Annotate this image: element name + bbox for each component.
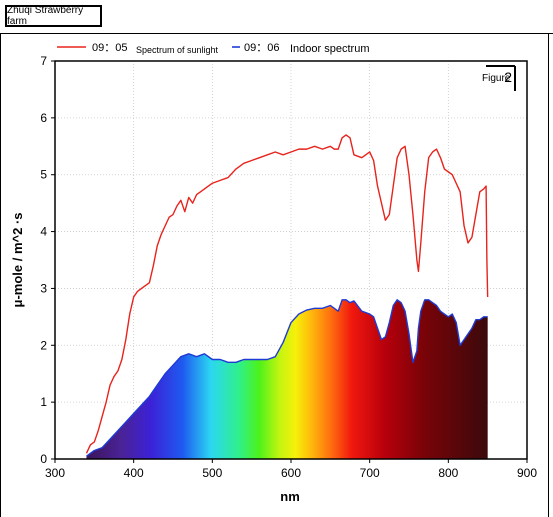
x-axis-title: nm [280,489,300,504]
frame-right-line [548,33,549,517]
y-axis-title: μ-mole / m^2 ·s [10,212,25,307]
indoor-spectrum-fill [86,299,488,459]
x-tick-label: 700 [360,466,380,480]
y-tick-label: 6 [40,111,47,125]
y-tick-label: 7 [40,54,47,68]
y-tick-label: 0 [40,452,47,466]
frame-top-line [0,33,553,34]
y-tick-label: 4 [40,225,47,239]
y-tick-label: 2 [40,338,47,352]
figure-label: Figure 2 [482,65,516,91]
grid-lines [55,61,527,459]
y-tick-label: 5 [40,168,47,182]
figure-label-number: 2 [504,69,512,85]
legend: 09：05 Spectrum of sunlight 09：06 Indoor … [57,42,369,55]
farm-label: Zhuqi Strawberry farm [5,5,102,27]
x-tick-label: 600 [281,466,301,480]
legend-label-indoor: Indoor spectrum [290,43,369,55]
legend-label-sunlight: Spectrum of sunlight [136,45,219,55]
indoor-spectrum-line [86,299,488,457]
figure-label-prefix: Figure [482,73,511,84]
sunlight-spectrum-line [85,134,489,454]
y-tick-label: 3 [40,281,47,295]
x-tick-label: 900 [517,466,537,480]
x-tick-label: 800 [438,466,458,480]
x-tick-label: 300 [45,466,65,480]
y-tick-label: 1 [40,395,47,409]
x-tick-label: 500 [202,466,222,480]
x-tick-label: 400 [124,466,144,480]
legend-time-indoor: 09：06 [244,42,279,54]
frame-left-line [0,33,1,517]
legend-time-sunlight: 09：05 [92,42,127,54]
